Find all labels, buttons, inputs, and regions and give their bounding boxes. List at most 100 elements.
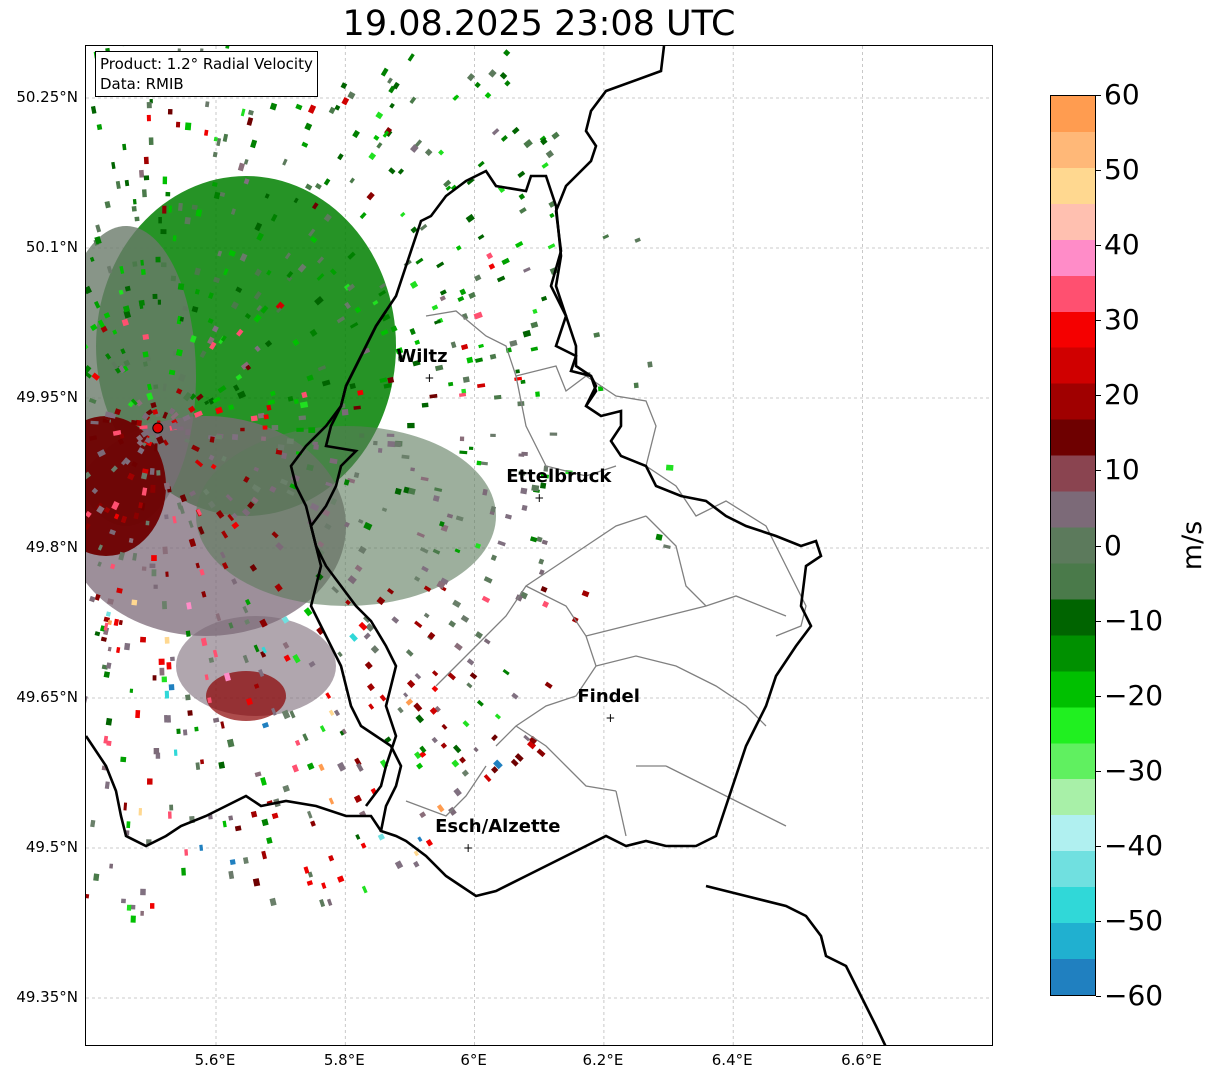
echo-pixel [551,131,560,140]
echo-pixel [99,625,106,632]
echo-pixel [141,487,148,496]
echo-pixel [111,361,119,370]
echo-pixel [352,129,360,139]
echo-pixel [195,562,200,569]
echo-pixel [275,542,284,551]
echo-pixel [185,429,191,436]
echo-pixel [476,460,482,466]
echo-pixel [490,506,497,513]
echo-pixel [302,733,309,742]
echo-pixel [364,661,373,670]
echo-pixel [182,729,188,736]
echo-pixel [225,46,230,49]
echo-pixel [306,374,314,382]
echo-pixel [341,728,347,735]
echo-pixel [146,383,153,391]
echo-pixel [407,422,415,429]
echo-field [206,671,286,721]
echo-pixel [93,300,101,309]
colorbar-tick-mark [1096,545,1101,547]
echo-pixel [319,725,326,733]
echo-pixel [111,161,116,170]
echo-pixel [212,649,218,658]
echo-pixel [291,764,299,773]
echo-pixel [142,351,149,358]
echo-pixel [94,593,101,601]
echo-pixel [488,263,496,270]
echo-pixel [86,343,89,350]
echo-pixel [355,833,361,840]
echo-pixel [308,228,316,237]
echo-pixel [168,407,176,416]
echo-pixel [544,681,553,689]
echo-pixel [97,561,102,567]
echo-pixel [381,507,388,512]
echo-pixel [114,408,122,416]
echo-pixel [403,486,410,494]
echo-pixel [306,880,314,886]
echo-pixel [228,815,234,821]
echo-pixel [136,434,144,442]
echo-pixel [277,444,285,451]
echo-pixel [429,707,438,715]
echo-pixel [531,484,540,492]
echo-pixel [341,97,350,106]
echo-pixel [86,510,92,518]
echo-pixel [462,720,470,728]
echo-pixel [419,811,427,819]
colorbar-tick-label: 10 [1104,453,1140,487]
echo-pixel [353,472,360,479]
echo-pixel [419,751,427,758]
echo-pixel [469,672,478,680]
product-info-box: Product: 1.2° Radial Velocity Data: RMIB [95,51,318,97]
echo-pixel [149,563,156,569]
echo-pixel [240,427,245,432]
velocity-colorbar [1050,95,1096,996]
echo-pixel [104,353,112,360]
echo-pixel [200,759,205,765]
echo-pixel [540,473,550,479]
echo-field [196,426,496,606]
echo-pixel [366,191,375,201]
echo-pixel [130,904,136,910]
echo-pixel [128,537,134,544]
echo-pixel [116,587,123,594]
echo-pixel [193,410,203,418]
echo-pixel [282,158,288,166]
echo-pixel [445,185,452,191]
echo-pixel [119,433,125,439]
echo-pixel [473,746,479,753]
echo-pixel [314,295,324,306]
echo-pixel [244,598,251,606]
echo-pixel [220,721,225,729]
echo-pixel [452,95,458,101]
echo-pixel [107,412,117,419]
echo-pixel [373,134,380,141]
echo-pixel [481,595,491,604]
echo-pixel [230,208,236,215]
echo-pixel [187,710,193,716]
radar-map[interactable]: + + + + [85,45,993,1046]
echo-pixel [239,253,248,262]
echo-pixel [309,328,318,337]
echo-pixel [294,739,301,746]
echo-pixel [457,295,465,302]
echo-pixel [243,178,250,185]
echo-pixel [542,600,550,608]
echo-pixel [115,180,121,189]
echo-pixel [301,391,308,399]
echo-pixel [104,200,111,209]
echo-pixel [235,286,243,293]
echo-pixel [254,771,262,778]
chart-title: 19.08.2025 23:08 UTC [342,4,736,44]
echo-pixel [212,396,221,404]
echo-pixel [161,262,167,268]
echo-pixel [191,204,198,210]
echo-pixel [413,850,419,857]
echo-pixel [466,73,475,82]
echo-pixel [191,306,199,313]
echo-pixel [459,288,467,296]
echo-pixel [349,632,358,642]
echo-pixel [436,261,445,269]
echo-pixel [261,850,267,860]
